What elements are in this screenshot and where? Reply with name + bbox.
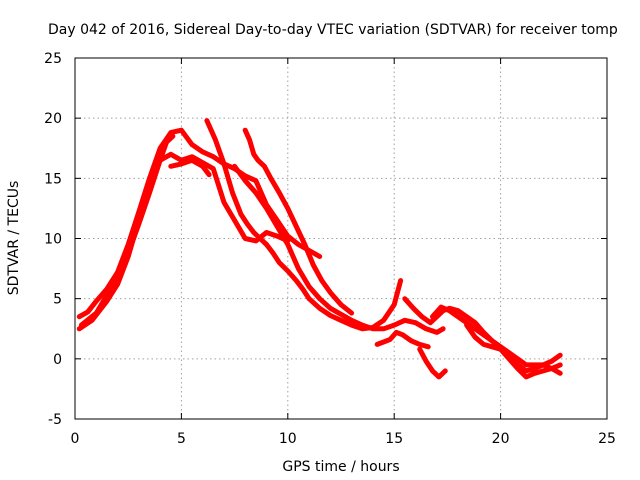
x-tick-labels: 0 5 10 15 20 25 bbox=[71, 431, 616, 447]
series-line-6 bbox=[232, 163, 446, 335]
x-tick-label: 15 bbox=[385, 431, 403, 447]
series-line-9 bbox=[402, 296, 563, 380]
series-line-3 bbox=[78, 133, 176, 328]
y-tick-label: 15 bbox=[44, 171, 62, 187]
y-tick-label: 25 bbox=[44, 51, 62, 67]
y-tick-labels: -5 0 5 10 15 20 25 bbox=[44, 51, 62, 428]
x-tick-label: 20 bbox=[492, 431, 510, 447]
x-tick-label: 0 bbox=[71, 431, 80, 447]
series-line-7 bbox=[242, 127, 355, 316]
x-axis-label: GPS time / hours bbox=[282, 459, 399, 475]
series-line-2 bbox=[76, 151, 291, 332]
series-line-12 bbox=[417, 346, 448, 380]
axis-ticks bbox=[74, 57, 608, 420]
chart-title: Day 042 of 2016, Sidereal Day-to-day VTE… bbox=[48, 22, 618, 38]
y-tick-label: 5 bbox=[53, 292, 62, 308]
series-group bbox=[76, 118, 563, 380]
y-tick-label: 10 bbox=[44, 232, 62, 248]
y-tick-label: -5 bbox=[48, 412, 62, 428]
series-line-8 bbox=[374, 329, 431, 350]
x-tick-label: 25 bbox=[598, 431, 616, 447]
y-tick-label: 20 bbox=[44, 111, 62, 127]
series-line-11 bbox=[464, 322, 563, 376]
x-tick-label: 10 bbox=[279, 431, 297, 447]
y-tick-label: 0 bbox=[53, 352, 62, 368]
y-axis-label: SDTVAR / TECUs bbox=[6, 181, 22, 296]
x-tick-label: 5 bbox=[177, 431, 186, 447]
series-line-10 bbox=[430, 304, 563, 368]
series-line-5 bbox=[204, 118, 404, 332]
series-line-4 bbox=[168, 157, 212, 178]
